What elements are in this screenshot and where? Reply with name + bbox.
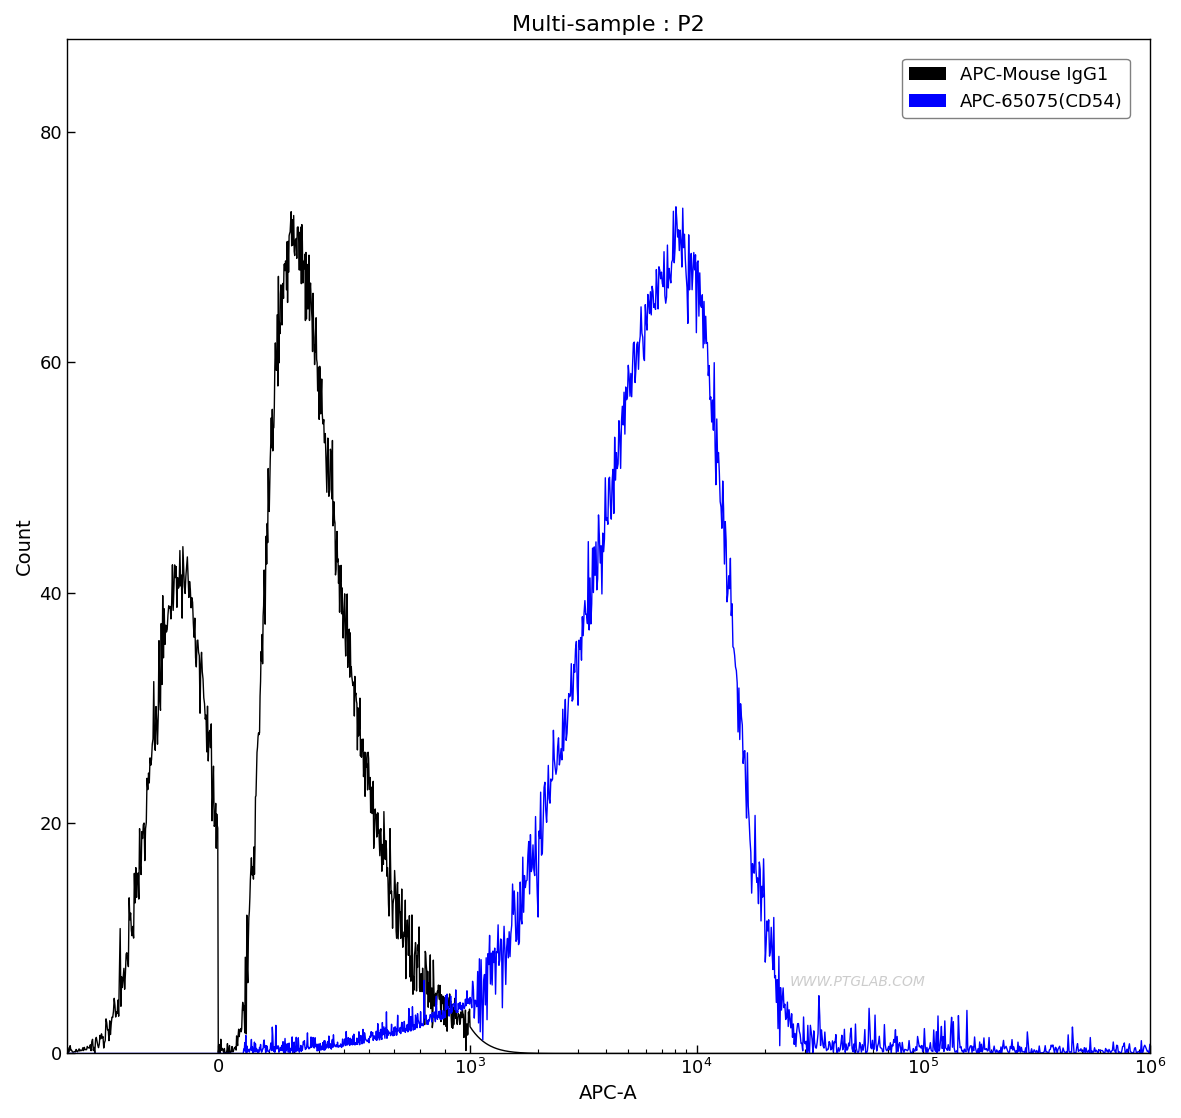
Legend: APC-Mouse IgG1, APC-65075(CD54): APC-Mouse IgG1, APC-65075(CD54): [902, 58, 1130, 119]
APC-65075(CD54): [224, 1046, 239, 1060]
Y-axis label: Count: Count: [15, 518, 34, 576]
Title: Multi-sample : P2: Multi-sample : P2: [513, 15, 705, 35]
APC-Mouse IgG1: [1039, 1046, 1053, 1060]
APC-65075(CD54): [668, 200, 683, 214]
APC-Mouse IgG1: [458, 1004, 472, 1017]
APC-Mouse IgG1: [402, 936, 416, 949]
Text: WWW.PTGLAB.COM: WWW.PTGLAB.COM: [790, 976, 926, 989]
APC-65075(CD54): [60, 1046, 74, 1060]
APC-Mouse IgG1: [263, 453, 278, 466]
APC-65075(CD54): [457, 1002, 471, 1015]
APC-65075(CD54): [658, 288, 672, 302]
APC-Mouse IgG1: [285, 205, 299, 218]
APC-65075(CD54): [262, 1044, 276, 1058]
Line: APC-65075(CD54): APC-65075(CD54): [67, 207, 1150, 1053]
APC-Mouse IgG1: [659, 1046, 673, 1060]
APC-Mouse IgG1: [87, 1046, 102, 1060]
APC-Mouse IgG1: [1143, 1046, 1157, 1060]
APC-65075(CD54): [1143, 1038, 1157, 1051]
X-axis label: APC-A: APC-A: [579, 1084, 638, 1103]
Line: APC-Mouse IgG1: APC-Mouse IgG1: [67, 211, 1150, 1053]
APC-Mouse IgG1: [226, 1045, 240, 1059]
APC-65075(CD54): [400, 1025, 415, 1039]
APC-65075(CD54): [1039, 1045, 1053, 1059]
APC-Mouse IgG1: [60, 1046, 74, 1060]
